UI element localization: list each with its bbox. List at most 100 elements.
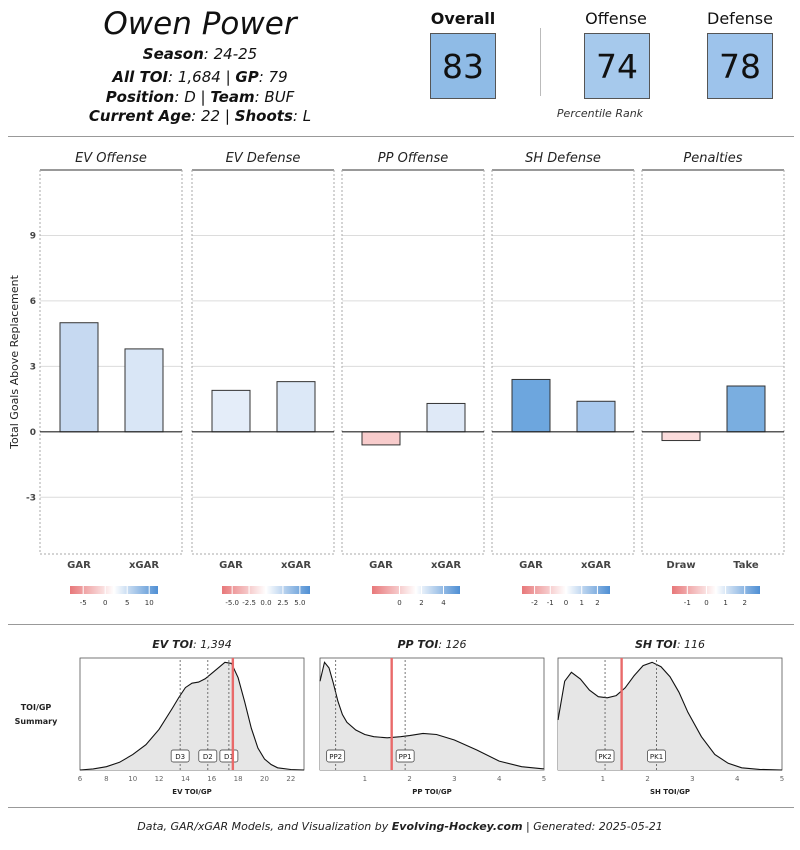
marker-box-pk2 (595, 749, 615, 763)
gar-panel-penalties: Penalties Draw Take -1 0 1 2 (641, 151, 785, 607)
color-legend-tick-label: 0 (103, 599, 107, 607)
color-legend-tick-label: -2 (531, 599, 538, 607)
toi-x-tick-label: 12 (155, 775, 164, 783)
toi-x-tick-label: 8 (104, 775, 108, 783)
toi-panel-title: PP TOI: 126 (397, 638, 466, 651)
x-tick-label: Draw (666, 560, 695, 571)
toi-x-tick-label: 2 (407, 775, 411, 783)
toi-title-label: PP TOI (397, 638, 438, 651)
x-tick-label: xGAR (581, 560, 611, 571)
chart-divider (8, 624, 794, 625)
toi-x-tick-label: 4 (735, 775, 740, 783)
gar-y-tick-label: 9 (30, 231, 36, 241)
position-label: Position (105, 88, 175, 106)
toi-x-tick-label: 16 (207, 775, 216, 783)
shoots-label: Shoots (234, 107, 293, 125)
team-value: BUF (264, 88, 295, 106)
toi-x-tick-label: 1 (363, 775, 367, 783)
density-area (80, 662, 304, 770)
color-legend-bar (70, 586, 158, 594)
toi-x-tick-label: 14 (181, 775, 190, 783)
toi-title-value: : 1,394 (193, 638, 232, 651)
marker-label: PK2 (598, 753, 611, 761)
age-label: Current Age (88, 107, 192, 125)
toi-panel-sh-toi: SH TOI: 116 PK2 PK1 1 2 3 4 5 SH TOI/GP (557, 638, 784, 796)
color-legend-tick-label: 5.0 (294, 599, 305, 607)
season-value: 24-25 (213, 45, 258, 63)
gar-panel-ev-offense: EV Offense GAR xGAR -5 0 5 10 (39, 151, 183, 607)
color-legend-tick-label: 2 (595, 599, 599, 607)
color-legend-tick-label: -1 (684, 599, 691, 607)
marker-box-d2 (198, 749, 218, 763)
marker-label: D1 (224, 753, 234, 761)
toi-title-value: : 116 (677, 638, 705, 651)
gar-y-tick-label: 3 (30, 362, 36, 372)
player-name: Owen Power (103, 6, 297, 42)
toi-x-tick-label: 22 (286, 775, 295, 783)
toi-x-tick-label: 20 (260, 775, 269, 783)
gp-value: 79 (268, 68, 288, 86)
toi-x-tick-label: 4 (497, 775, 502, 783)
footer-divider (8, 807, 794, 808)
bar-xgar (276, 381, 316, 433)
toi-x-tick-label: 18 (234, 775, 243, 783)
x-tick-label: Take (733, 560, 759, 571)
color-legend-bar (672, 586, 760, 594)
toi-x-tick-label: 2 (645, 775, 649, 783)
toi-x-axis-label: PP TOI/GP (412, 788, 451, 796)
toi-x-tick-label: 5 (542, 775, 546, 783)
toi-x-tick-label: 6 (78, 775, 83, 783)
defense-rank-label: Defense (707, 9, 773, 28)
color-legend-tick-label: 2 (419, 599, 423, 607)
age-value: 22 (201, 107, 221, 125)
x-tick-label: xGAR (431, 560, 461, 571)
gar-y-tick-label: 0 (30, 428, 36, 438)
footer: Data, GAR/xGAR Models, and Visualization… (0, 820, 800, 833)
density-area (558, 662, 782, 770)
season-label: Season (142, 45, 204, 63)
gar-panel-pp-offense: PP Offense GAR xGAR 0 2 4 (341, 151, 485, 607)
color-legend-tick-label: -1 (547, 599, 554, 607)
marker-label: PK1 (650, 753, 663, 761)
toi-side-label-line1: TOI/GP (21, 703, 52, 712)
bar-xgar (426, 402, 466, 433)
marker-box-pp2 (326, 749, 346, 763)
x-tick-label: GAR (67, 560, 91, 571)
color-legend-tick-label: 1 (579, 599, 583, 607)
bar-xgar (124, 348, 164, 433)
bar-gar (511, 378, 551, 433)
color-legend-tick-label: -2.5 (242, 599, 256, 607)
footer-suffix: | Generated: 2025-05-21 (522, 820, 663, 833)
x-tick-label: GAR (369, 560, 393, 571)
gar-panel-title: SH Defense (525, 151, 601, 166)
bar-take (726, 385, 766, 433)
bar-gar (59, 322, 99, 433)
marker-label: D2 (203, 753, 213, 761)
toi-side-label-line2: Summary (15, 717, 58, 726)
footer-site: Evolving-Hockey.com (391, 820, 523, 833)
bar-xgar (576, 400, 616, 433)
marker-label: PP1 (399, 753, 412, 761)
toi-x-axis-label: EV TOI/GP (172, 788, 211, 796)
gar-panel-title: EV Offense (75, 151, 147, 166)
density-line (319, 661, 545, 770)
color-legend-tick-label: 2.5 (277, 599, 288, 607)
toi-title-label: SH TOI (635, 638, 677, 651)
bar-gar (211, 389, 251, 433)
gar-panel-title: EV Defense (226, 151, 301, 166)
gar-panel-title: PP Offense (378, 151, 448, 166)
gp-label: GP (235, 68, 259, 86)
position-value: D (184, 88, 196, 106)
toi-x-tick-label: 3 (690, 775, 694, 783)
x-tick-label: GAR (219, 560, 243, 571)
gar-y-tick-label: 6 (30, 297, 36, 307)
toi-title-value: : 126 (438, 638, 466, 651)
overall-rank-label: Overall (430, 9, 496, 28)
color-legend-tick-label: 10 (145, 599, 154, 607)
toi-x-axis-label: SH TOI/GP (650, 788, 690, 796)
marker-label: PP2 (329, 753, 342, 761)
season-line: Season: 24-25 (142, 45, 258, 63)
color-legend-tick-label: 2 (742, 599, 746, 607)
x-tick-label: xGAR (281, 560, 311, 571)
